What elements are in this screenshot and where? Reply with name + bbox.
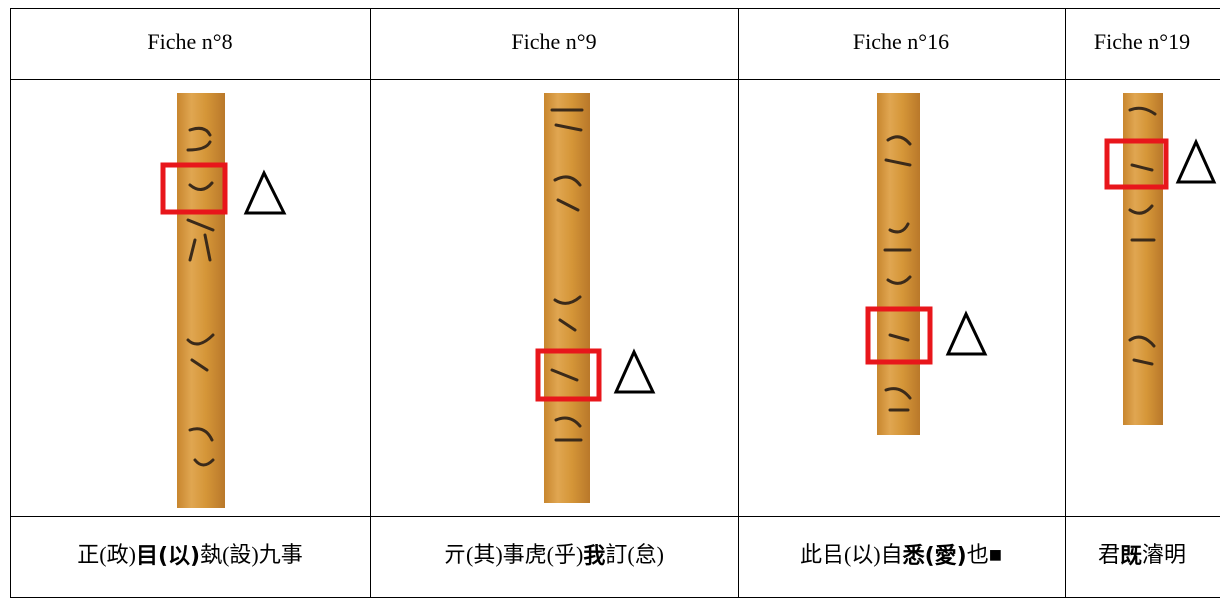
segment: 正(政)	[77, 542, 136, 567]
header-row: Fiche n°8 Fiche n°9 Fiche n°16 Fiche n°19	[147, 29, 1190, 54]
column-header: Fiche n°19	[1094, 29, 1190, 54]
segment: 訂	[605, 542, 627, 567]
segment: 濬明	[1142, 542, 1186, 567]
triangle-markers	[243, 138, 1217, 394]
transcription: 此㠯(以)自悉(愛)也■	[800, 542, 1002, 569]
segment: 君	[1098, 542, 1120, 567]
segment: 亓(其)事虎(乎)	[444, 542, 583, 567]
highlight-boxes	[160, 138, 1169, 402]
bold-segment: 目(以)	[136, 544, 200, 569]
transcription: 亓(其)事虎(乎)我訂(怠)	[444, 542, 664, 569]
transcription: 君既濬明	[1098, 542, 1186, 569]
column-header: Fiche n°9	[511, 29, 596, 54]
transcription: 正(政)目(以)埶(設)九事	[77, 542, 302, 569]
column-header: Fiche n°16	[853, 29, 949, 54]
segment: 也■	[967, 542, 1002, 567]
bold-segment: 悉(愛)	[903, 543, 967, 569]
segment: 埶(設)九事	[200, 542, 303, 567]
column-header: Fiche n°8	[147, 29, 232, 54]
segment: (怠)	[627, 542, 664, 567]
bold-segment: 我	[583, 544, 605, 569]
segment: 此㠯(以)自	[800, 542, 903, 567]
bold-segment: 既	[1120, 544, 1142, 569]
transcription-row: 正(政)目(以)埶(設)九事 亓(其)事虎(乎)我訂(怠) 此㠯(以)自悉(愛)也■…	[77, 542, 1186, 569]
strip-images	[177, 93, 1163, 508]
